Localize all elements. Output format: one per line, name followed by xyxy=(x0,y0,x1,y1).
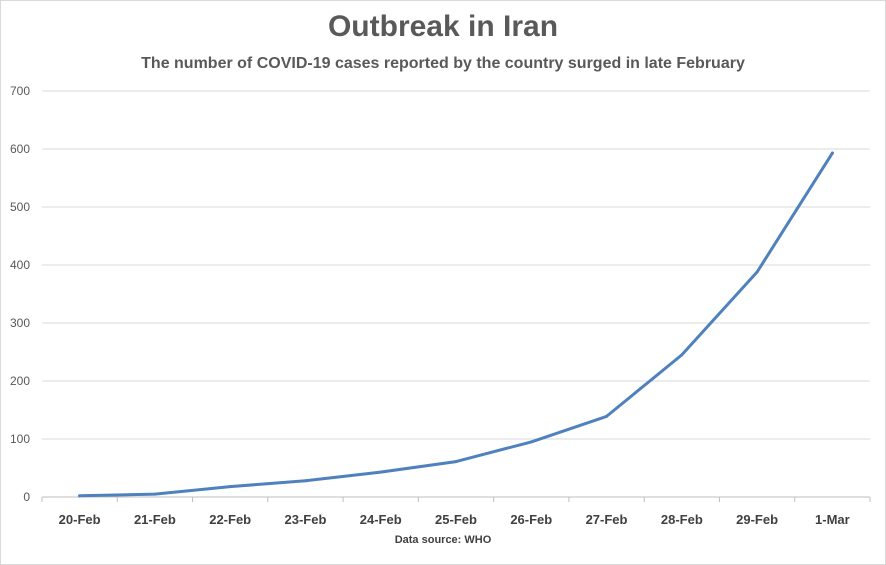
y-tick-label: 200 xyxy=(10,374,30,388)
x-tick-label: 28-Feb xyxy=(661,512,703,527)
data-point xyxy=(755,270,759,274)
y-tick-label: 600 xyxy=(10,142,30,156)
x-tick-label: 22-Feb xyxy=(209,512,251,527)
x-tick-label: 20-Feb xyxy=(59,512,101,527)
y-tick-label: 0 xyxy=(23,490,30,504)
x-tick-label: 24-Feb xyxy=(360,512,402,527)
data-point xyxy=(605,414,609,418)
data-point xyxy=(153,492,157,496)
y-tick-label: 500 xyxy=(10,200,30,214)
data-point xyxy=(303,479,307,483)
x-tick-label: 27-Feb xyxy=(586,512,628,527)
y-tick-label: 100 xyxy=(10,432,30,446)
chart-subtitle: The number of COVID-19 cases reported by… xyxy=(141,55,745,72)
series-line xyxy=(78,151,834,498)
x-tick-label: 21-Feb xyxy=(134,512,176,527)
x-tick-label: 25-Feb xyxy=(435,512,477,527)
x-tick-label: 26-Feb xyxy=(510,512,552,527)
data-source-note: Data source: WHO xyxy=(394,534,492,546)
y-tick-label: 400 xyxy=(10,258,30,272)
x-tick-label: 23-Feb xyxy=(285,512,327,527)
data-point xyxy=(228,485,232,489)
x-tick-label: 29-Feb xyxy=(736,512,778,527)
data-point xyxy=(529,440,533,444)
data-point xyxy=(78,494,82,498)
data-point xyxy=(379,470,383,474)
data-point xyxy=(454,460,458,464)
chart-title: Outbreak in Iran xyxy=(327,10,559,43)
y-tick-label: 700 xyxy=(10,84,30,98)
x-tick-label: 1-Mar xyxy=(815,512,850,527)
data-point xyxy=(830,151,834,155)
y-tick-label: 300 xyxy=(10,316,30,330)
data-point xyxy=(680,353,684,357)
